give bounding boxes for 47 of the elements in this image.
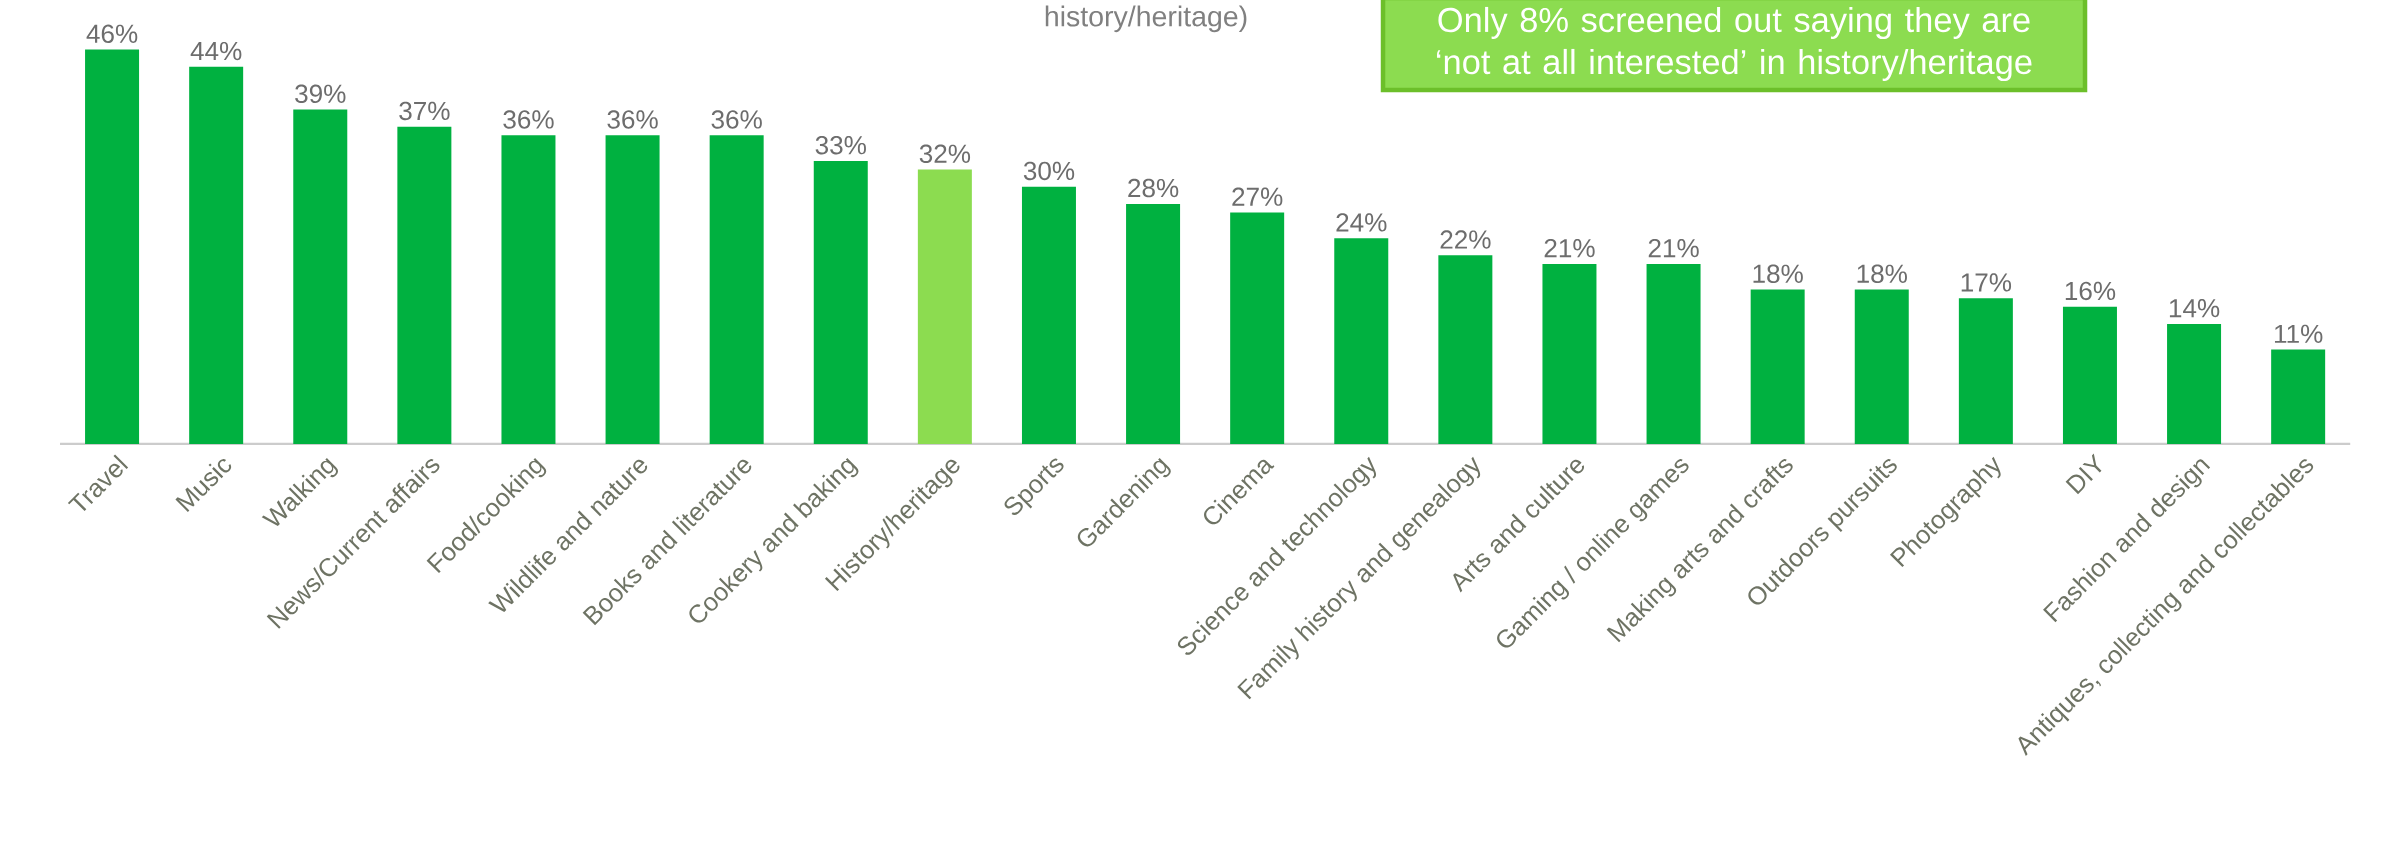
bar (709, 135, 764, 444)
data-label: 28% (1128, 178, 1179, 198)
data-label: 16% (2065, 281, 2116, 301)
data-label: 36% (503, 110, 554, 129)
bar (2271, 349, 2326, 444)
data-label: 22% (1440, 230, 1491, 249)
chart-subtitle: history/heritage) (1045, 5, 1247, 33)
data-label: 18% (1753, 264, 1803, 283)
bar (1750, 289, 1805, 444)
bar (917, 169, 972, 444)
bar (1646, 263, 1701, 444)
data-label: 21% (1544, 238, 1595, 258)
data-label: 39% (295, 84, 346, 103)
bar (605, 135, 660, 444)
data-label: 24% (1336, 213, 1387, 232)
bar (397, 126, 452, 444)
data-label: 46% (86, 24, 138, 43)
data-label: 36% (711, 110, 762, 129)
data-label: 14% (2169, 299, 2220, 318)
data-label: 44% (190, 41, 242, 61)
bar (189, 66, 244, 444)
bar (1438, 255, 1493, 444)
data-label: 30% (1023, 161, 1075, 181)
data-label: 33% (815, 135, 866, 155)
data-label: 37% (399, 101, 450, 121)
bar (2062, 306, 2117, 444)
data-label: 17% (1961, 273, 2012, 292)
bar (813, 161, 868, 444)
bar (293, 109, 348, 444)
bar (1126, 203, 1181, 444)
bar (501, 135, 556, 444)
bar (1958, 298, 2013, 444)
bar (1854, 289, 1909, 444)
data-label: 27% (1232, 187, 1283, 206)
bar (85, 49, 140, 444)
annotation: Only 8% screened out saying they are ‘not at all interested’ in history/heritage (1436, 6, 2032, 82)
data-label: 11% (2274, 324, 2323, 343)
data-label: 32% (919, 144, 971, 163)
data-label: 18% (1857, 264, 1907, 283)
data-label: 21% (1648, 238, 1699, 258)
bar (1230, 212, 1285, 444)
bar (1542, 263, 1597, 444)
bar (2167, 323, 2222, 444)
data-label: 36% (607, 110, 658, 129)
x-tick-label: DIY (2065, 453, 2102, 495)
bar (1334, 238, 1389, 444)
bar (1021, 186, 1076, 444)
